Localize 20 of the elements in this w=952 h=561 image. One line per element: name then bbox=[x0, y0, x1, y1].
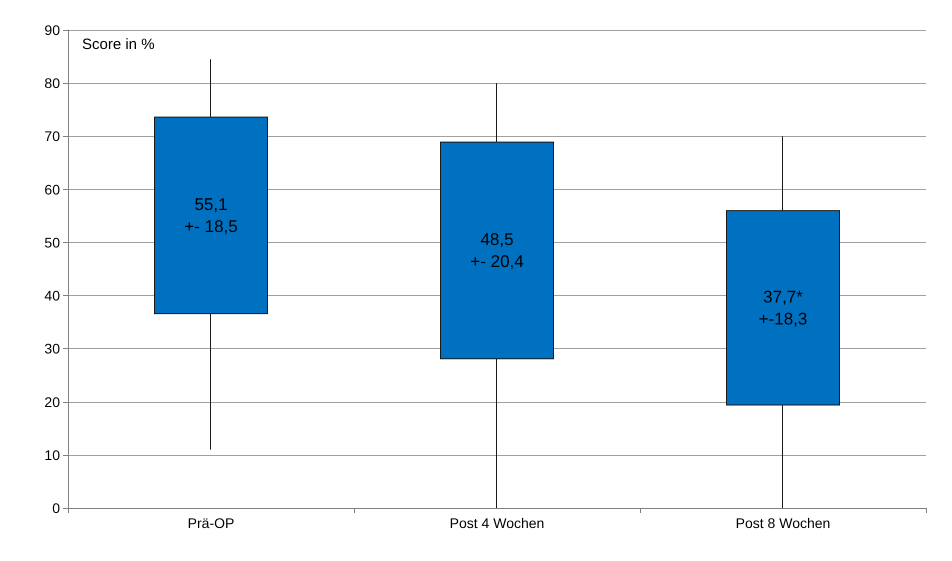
y-tick-label: 0 bbox=[52, 500, 60, 516]
y-tick-label: 30 bbox=[44, 340, 60, 357]
annotation: 48,5 +- 20,4 bbox=[470, 230, 524, 271]
y-tick-label: 90 bbox=[44, 22, 60, 38]
y-tick-label: 60 bbox=[44, 181, 60, 198]
x-tick-label: Post 8 Wochen bbox=[736, 515, 830, 531]
annotation: 55,1 +- 18,5 bbox=[184, 194, 238, 236]
x-tick-label: Prä-OP bbox=[188, 515, 234, 531]
y-tick-label: 10 bbox=[44, 446, 60, 463]
candlestick bbox=[154, 58, 268, 450]
y-axis-title: Score in % bbox=[82, 36, 155, 53]
annotation: 37,7* +-18,3 bbox=[758, 287, 808, 328]
x-tick-label: Post 4 Wochen bbox=[450, 515, 544, 531]
y-tick-label: 80 bbox=[44, 75, 60, 92]
candlestick bbox=[726, 136, 840, 508]
y-tick-label: 20 bbox=[44, 394, 60, 410]
candlestick bbox=[440, 82, 554, 508]
y-tick-label: 70 bbox=[44, 128, 60, 144]
y-tick-label: 40 bbox=[44, 288, 60, 304]
y-tick-label: 50 bbox=[44, 234, 60, 250]
